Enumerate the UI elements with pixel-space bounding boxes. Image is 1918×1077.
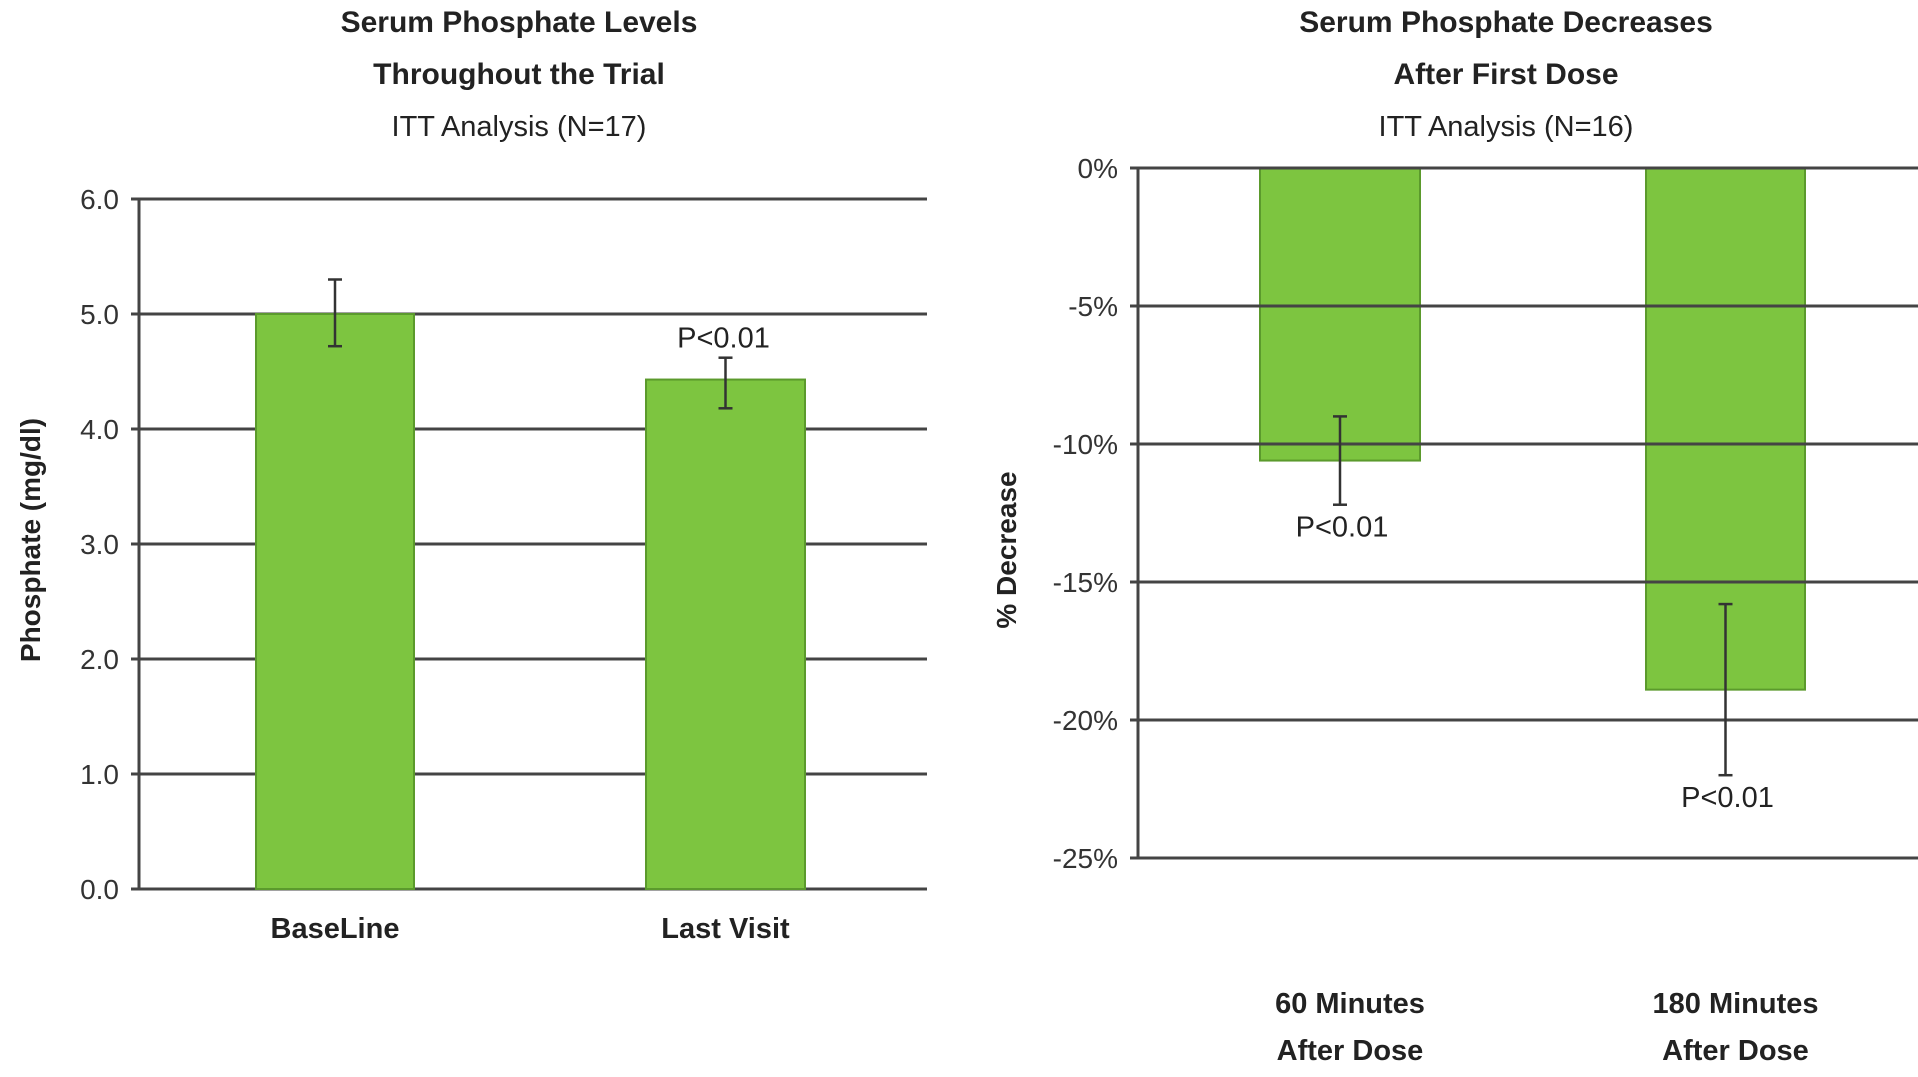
y-tick-label: -5% (1068, 291, 1118, 322)
y-tick-label: 2.0 (80, 644, 119, 675)
chart-subtitle: ITT Analysis (N=17) (392, 111, 647, 143)
bar-baseline (255, 313, 415, 890)
x-tick-label-line2: After Dose (1277, 1035, 1424, 1067)
chart-title: Serum Phosphate Levels (341, 6, 698, 39)
p-value-annotation: P<0.01 (1296, 512, 1389, 544)
p-value-annotation: P<0.01 (677, 323, 770, 355)
y-tick-label: 5.0 (80, 299, 119, 330)
y-axis-label: % Decrease (991, 471, 1022, 628)
x-tick-label: Last Visit (661, 913, 790, 945)
x-tick-label: 180 Minutes (1653, 988, 1819, 1020)
chart-title: Serum Phosphate Decreases (1299, 6, 1713, 39)
p-value-annotation: P<0.01 (1681, 782, 1774, 814)
y-tick-label: -15% (1053, 567, 1118, 598)
chart-title-line2: Throughout the Trial (373, 58, 665, 91)
y-tick-label: 0% (1078, 153, 1118, 184)
y-tick-label: -20% (1053, 705, 1118, 736)
y-tick-label: 0.0 (80, 874, 119, 905)
y-tick-label: 3.0 (80, 529, 119, 560)
bar-60-minutes (1259, 167, 1421, 462)
chart-title-line2: After First Dose (1393, 58, 1618, 91)
y-tick-label: -25% (1053, 843, 1118, 874)
y-tick-label: 4.0 (80, 414, 119, 445)
bar-180-minutes (1645, 167, 1806, 691)
y-tick-label: 6.0 (80, 184, 119, 215)
y-tick-label: 1.0 (80, 759, 119, 790)
y-tick-label: -10% (1053, 429, 1118, 460)
y-axis-label: Phosphate (mg/dl) (15, 418, 46, 662)
bar-last-visit (645, 378, 806, 890)
x-tick-label-line2: After Dose (1662, 1035, 1809, 1067)
x-tick-label: BaseLine (271, 913, 400, 945)
chart-subtitle: ITT Analysis (N=16) (1379, 111, 1634, 143)
x-tick-label: 60 Minutes (1275, 988, 1425, 1020)
